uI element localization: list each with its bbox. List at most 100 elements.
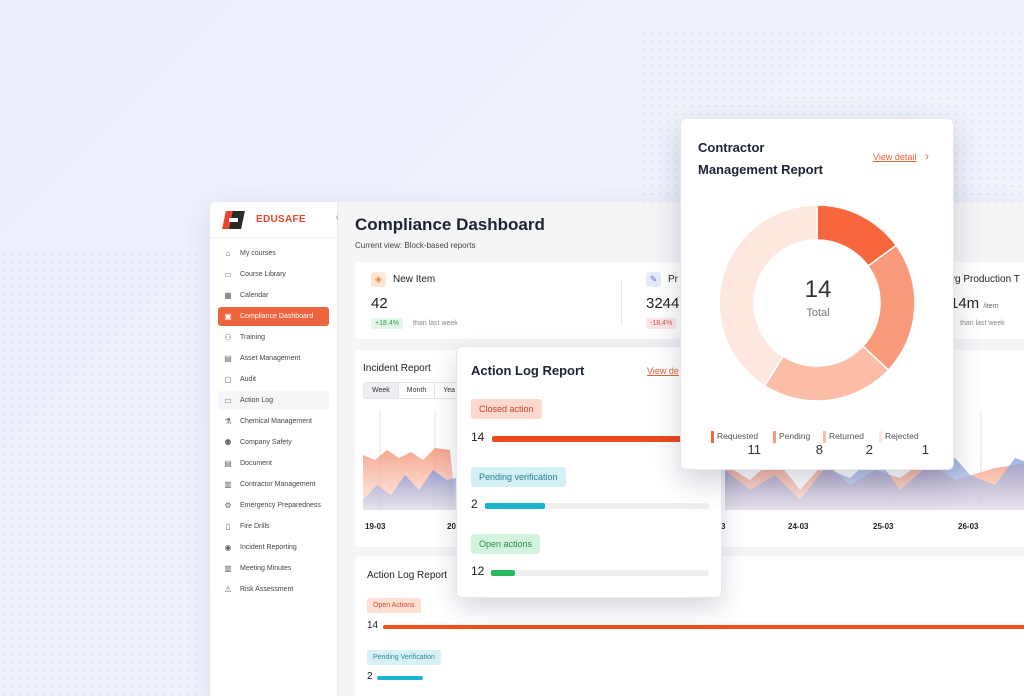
legend-swatch	[773, 431, 776, 443]
pending-verification-fill	[377, 676, 424, 680]
open-actions-count: 14	[367, 620, 379, 631]
closed-action-fill	[492, 436, 709, 442]
stat-label: New Item	[393, 274, 436, 285]
legend-label: Requested	[717, 431, 759, 441]
view-detail-link[interactable]: View detail	[873, 152, 917, 162]
flask-icon: ⚗	[224, 416, 232, 426]
background-dots-left	[0, 250, 200, 696]
closed-action-tag: Closed action	[471, 399, 542, 419]
stat-value: 42	[371, 295, 388, 312]
donut-chart	[718, 204, 916, 402]
stat-compare: than last week	[960, 320, 1005, 327]
incident-title: Incident Report	[363, 363, 431, 374]
sidebar-item-label: Calendar	[240, 292, 269, 299]
sidebar-item-label: Chemical Management	[240, 418, 312, 425]
period-segmented-control: Week Month Yea	[363, 382, 466, 399]
sidebar-item-label: Compliance Dashboard	[240, 313, 314, 320]
legend-value: 2	[865, 442, 873, 457]
layers-icon: ◈	[371, 272, 386, 287]
document-icon: ▢	[224, 374, 232, 384]
pen-icon: ✎	[646, 272, 661, 287]
sidebar-item-meeting-minutes[interactable]: ▥ Meeting Minutes	[218, 559, 329, 578]
open-actions-tag: Open actions	[471, 534, 541, 554]
pending-verification-count: 2	[367, 671, 373, 682]
stat-label: vg Production T	[950, 274, 1020, 285]
sidebar-item-contractor-management[interactable]: ▥ Contractor Management	[218, 475, 329, 494]
donut-slice-rejected[interactable]	[718, 204, 818, 387]
x-tick-label: 26-03	[958, 522, 979, 531]
stat-compare: than last week	[413, 320, 458, 327]
graduation-cap-icon: ⌂	[225, 248, 231, 258]
segment-week[interactable]: Week	[364, 383, 399, 398]
open-actions-track	[383, 625, 1024, 629]
sidebar-item-action-log[interactable]: ▭ Action Log	[218, 391, 329, 410]
page-subtitle: Current view: Block-based reports	[355, 241, 476, 250]
sidebar-item-calendar[interactable]: ▦ Calendar	[218, 286, 329, 305]
stat-value: 3244	[646, 295, 680, 312]
sidebar-item-risk-assessment[interactable]: ⚠ Risk Assessment	[218, 580, 329, 599]
sidebar-item-label: Document	[240, 460, 272, 467]
open-actions-count: 12	[471, 564, 485, 578]
collapse-chevron-icon[interactable]: ‹	[335, 212, 339, 223]
pending-verification-fill	[485, 503, 546, 509]
settings-icon: ⚙	[224, 500, 232, 510]
legend-value: 11	[747, 442, 762, 457]
action-log-report-card: Action Log Report View de Closed action …	[456, 346, 722, 598]
pending-verification-count: 2	[471, 497, 478, 511]
team-icon: ⚉	[224, 437, 232, 447]
sidebar-item-audit[interactable]: ▢ Audit	[218, 370, 329, 389]
contractor-management-card: Contractor Management Report View detail…	[680, 118, 954, 470]
sidebar-item-compliance-dashboard[interactable]: ▣ Compliance Dashboard	[218, 307, 329, 326]
sidebar-item-chemical-management[interactable]: ⚗ Chemical Management	[218, 412, 329, 431]
risk-icon: ⚠	[224, 584, 232, 594]
folder-icon: ▭	[224, 269, 232, 279]
sidebar-item-label: Risk Assessment	[240, 586, 294, 593]
donut-total-label: Total	[806, 307, 830, 319]
stat-value: 14m /item	[950, 295, 999, 312]
open-actions-fill	[383, 625, 1024, 629]
sidebar-item-emergency-preparedness[interactable]: ⚙ Emergency Preparedness	[218, 496, 329, 515]
sidebar-item-asset-management[interactable]: ▤ Asset Management	[218, 349, 329, 368]
sidebar-item-label: Course Library	[240, 271, 286, 278]
sidebar-item-label: Company Safety	[240, 439, 292, 446]
donut-slice-returned[interactable]	[763, 345, 890, 402]
chevron-right-icon[interactable]: ›	[925, 149, 929, 163]
sidebar-item-label: Action Log	[240, 397, 274, 404]
sidebar-item-label: Audit	[240, 376, 256, 383]
segment-month[interactable]: Month	[399, 383, 436, 398]
view-detail-link[interactable]: View de	[647, 366, 679, 376]
sidebar-item-label: Contractor Management	[240, 481, 316, 488]
x-tick-label: 25-03	[873, 522, 894, 531]
pending-verification-track	[377, 676, 1024, 680]
file-icon: ▤	[224, 458, 232, 468]
legend-value: 8	[815, 442, 823, 457]
stat-change-badge: -18.4%	[646, 318, 677, 329]
sidebar-item-course-library[interactable]: ▭ Course Library	[218, 265, 329, 284]
stat-label: Pr	[668, 274, 678, 285]
sidebar-item-incident-reporting[interactable]: ◉ Incident Reporting	[218, 538, 329, 557]
sidebar-item-my-courses[interactable]: ⌂ My courses	[218, 244, 329, 263]
sidebar-item-fire-drills[interactable]: ▯ Fire Drills	[218, 517, 329, 536]
sidebar-item-label: Fire Drills	[240, 523, 270, 530]
legend-swatch	[879, 431, 882, 443]
brand-name: EDUSAFE	[256, 214, 306, 225]
open-actions-pill: Open Actions	[367, 598, 421, 613]
sidebar-item-label: Emergency Preparedness	[240, 502, 321, 509]
sidebar-item-training[interactable]: ⚇ Training	[218, 328, 329, 347]
sidebar-item-company-safety[interactable]: ⚉ Company Safety	[218, 433, 329, 452]
sidebar-item-document[interactable]: ▤ Document	[218, 454, 329, 473]
legend-value: 1	[921, 442, 929, 457]
legend-label: Pending	[779, 431, 811, 441]
legend-swatch	[823, 431, 826, 443]
card-title: Action Log Report	[471, 363, 585, 378]
legend-label: Returned	[829, 431, 864, 441]
sidebar-item-label: Asset Management	[240, 355, 301, 362]
pending-verification-track	[485, 503, 709, 509]
x-tick-label: 3	[721, 522, 726, 531]
chart-icon: ▥	[224, 479, 232, 489]
users-icon: ⚇	[224, 332, 232, 342]
closed-action-track	[492, 436, 709, 442]
sidebar-item-label: My courses	[240, 250, 276, 257]
sidebar: EDUSAFE ‹ ⌂ My courses ▭ Course Library ▦ Cal…	[210, 202, 339, 696]
pending-verification-pill: Pending Verification	[367, 650, 441, 665]
